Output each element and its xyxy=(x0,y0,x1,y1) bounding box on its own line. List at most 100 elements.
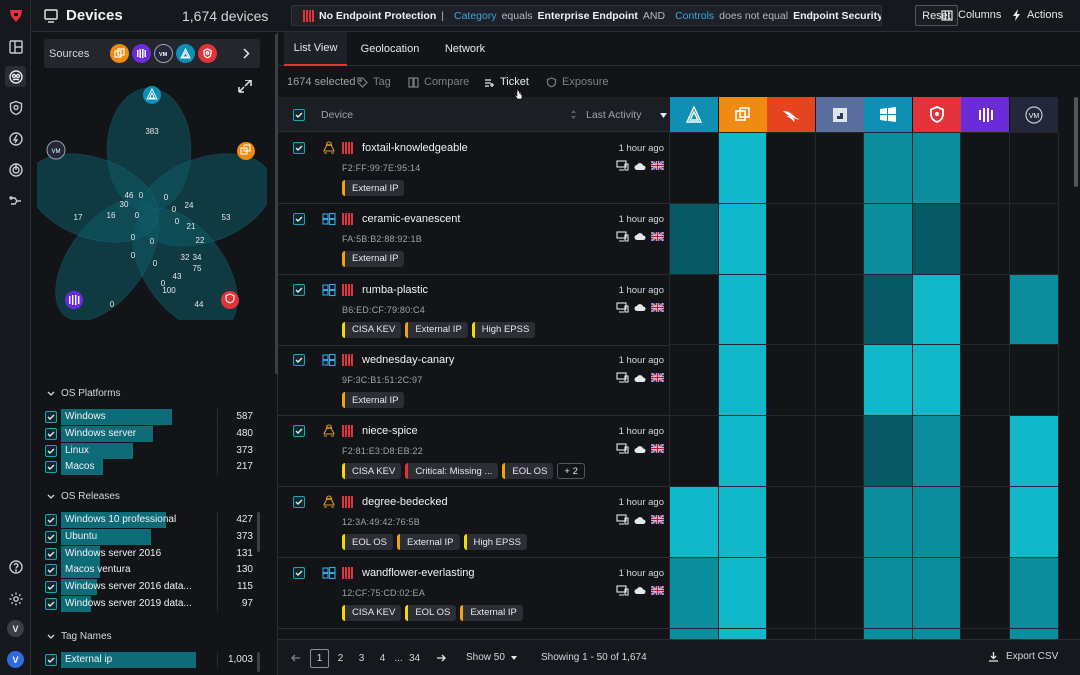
table-row[interactable]: ceramic-evanescent FA:5B:B2:88:92:1B 1 hou… xyxy=(278,204,670,275)
falcon-icon[interactable] xyxy=(767,97,815,132)
filter-row[interactable]: Linux 373 xyxy=(45,442,253,459)
compare-button[interactable]: Compare xyxy=(408,76,469,88)
device-name[interactable]: foxtail-knowledgeable xyxy=(362,142,468,154)
filter-checkbox[interactable] xyxy=(45,514,57,526)
page-button-4[interactable]: 4 xyxy=(379,653,386,664)
qualys-icon[interactable] xyxy=(961,97,1009,132)
coverage-cell[interactable] xyxy=(911,415,962,488)
device-name[interactable]: ceramic-evanescent xyxy=(362,212,461,225)
export-csv-button[interactable]: Export CSV xyxy=(988,651,1058,662)
sort-desc-icon[interactable] xyxy=(660,113,667,118)
filter-checkbox[interactable] xyxy=(45,427,57,440)
filter-checkbox[interactable] xyxy=(45,654,57,666)
device-name[interactable]: wednesday-canary xyxy=(362,354,455,367)
coverage-cell[interactable] xyxy=(766,556,816,629)
coverage-cell[interactable] xyxy=(960,486,1010,558)
filter-row[interactable]: Windows server 2019 data... 97 xyxy=(45,596,253,612)
section-os-platforms[interactable]: OS Platforms xyxy=(47,388,120,399)
coverage-cell[interactable] xyxy=(960,132,1010,204)
coverage-cell[interactable] xyxy=(911,132,962,204)
device-name[interactable]: niece-spice xyxy=(362,425,418,438)
exposure-button[interactable]: Exposure xyxy=(546,76,608,88)
coverage-cell[interactable] xyxy=(911,556,962,629)
coverage-cell[interactable] xyxy=(863,486,913,558)
tab-list-view[interactable]: List View xyxy=(284,32,347,66)
coverage-cell[interactable] xyxy=(863,415,913,488)
tab-network[interactable]: Network xyxy=(444,43,486,55)
filter-checkbox[interactable] xyxy=(45,581,57,594)
column-header-device[interactable]: Device xyxy=(321,109,354,121)
windows-icon[interactable] xyxy=(864,97,912,132)
filter-row[interactable]: Windows server 2016 131 xyxy=(45,545,253,562)
coverage-cell[interactable] xyxy=(960,556,1010,629)
arrow-right-icon[interactable] xyxy=(436,654,446,662)
panel-scrollbar[interactable] xyxy=(275,34,278,374)
table-row[interactable]: rumba-plastic B6:ED:CF:79:80:C4 1 hour ago… xyxy=(278,275,670,346)
coverage-cell[interactable] xyxy=(911,627,962,641)
table-row[interactable]: wednesday-canary 9F:3C:B1:51:2C:97 1 hour … xyxy=(278,345,670,417)
risk-tag[interactable]: External IP xyxy=(460,604,523,621)
coverage-cell[interactable] xyxy=(1008,202,1059,275)
risk-tag[interactable]: EOL OS xyxy=(502,463,554,480)
risk-tag[interactable]: Critical: Missing ... xyxy=(405,463,499,480)
filter-checkbox[interactable] xyxy=(45,444,57,457)
device-name[interactable]: rumba-plastic xyxy=(362,283,429,296)
coverage-cell[interactable] xyxy=(717,344,768,417)
avatar[interactable]: V xyxy=(7,651,24,668)
row-checkbox[interactable] xyxy=(293,142,305,154)
filter-row[interactable]: Windows 10 professional 427 xyxy=(45,512,253,528)
coverage-cell[interactable] xyxy=(669,132,719,204)
coverage-cell[interactable] xyxy=(1008,344,1059,417)
coverage-cell[interactable] xyxy=(960,415,1010,488)
coverage-cell[interactable] xyxy=(863,344,913,417)
coverage-cell[interactable] xyxy=(669,415,719,488)
filter-checkbox[interactable] xyxy=(45,598,57,610)
table-row[interactable]: niece-spice F2:81:E3:D8:EB:22 1 hour ago CI… xyxy=(278,416,670,488)
settings-icon[interactable] xyxy=(5,588,26,609)
coverage-cell[interactable] xyxy=(717,202,768,275)
table-scrollbar[interactable] xyxy=(1074,97,1078,187)
page-button-3[interactable]: 3 xyxy=(358,653,365,664)
risk-tag[interactable]: External IP xyxy=(342,250,405,267)
risk-tag[interactable]: High EPSS xyxy=(471,321,536,338)
coverage-cell[interactable] xyxy=(669,273,719,346)
columns-button[interactable]: Columns xyxy=(941,9,1001,21)
coverage-cell[interactable] xyxy=(1008,415,1059,488)
coverage-cell[interactable] xyxy=(1008,556,1059,629)
coverage-cell[interactable] xyxy=(669,556,719,629)
coverage-cell[interactable] xyxy=(669,486,719,558)
coverage-cell[interactable] xyxy=(911,486,962,558)
arrow-left-icon[interactable] xyxy=(291,654,301,662)
coverage-cell[interactable] xyxy=(911,344,962,417)
coverage-cell[interactable] xyxy=(814,486,865,558)
coverage-cell[interactable] xyxy=(814,556,865,629)
filter-row[interactable]: Windows server 2016 data... 115 xyxy=(45,579,253,596)
chevron-right-icon[interactable] xyxy=(243,48,250,59)
coverage-cell[interactable] xyxy=(814,627,865,641)
device-name[interactable]: wandflower-everlasting xyxy=(362,566,475,579)
risk-tag[interactable]: External IP xyxy=(342,392,405,409)
risk-tag[interactable]: EOL OS xyxy=(342,534,394,550)
section-os-releases[interactable]: OS Releases xyxy=(47,491,120,502)
section-tag-names[interactable]: Tag Names xyxy=(47,631,112,642)
risk-tag[interactable]: EOL OS xyxy=(405,604,457,621)
filter-row[interactable]: Macos ventura 130 xyxy=(45,562,253,579)
select-all-checkbox[interactable] xyxy=(293,109,305,121)
risk-tag[interactable]: CISA KEV xyxy=(342,321,402,338)
azure-icon[interactable] xyxy=(670,97,718,132)
filter-checkbox[interactable] xyxy=(45,564,57,577)
tenable-icon[interactable] xyxy=(912,97,961,132)
coverage-cell[interactable] xyxy=(814,415,865,488)
venn-diagram[interactable]: 383 46 30 16 17 53 24 21 22 32 34 75 43 … xyxy=(37,80,267,320)
column-header-last-activity[interactable]: Last Activity xyxy=(586,109,642,121)
filter-checkbox[interactable] xyxy=(45,461,57,474)
vmware-icon[interactable]: VM xyxy=(1009,97,1058,132)
coverage-cell[interactable] xyxy=(960,202,1010,275)
integrations-icon[interactable] xyxy=(5,190,26,211)
coverage-cell[interactable] xyxy=(1008,627,1059,641)
dashboard-icon[interactable] xyxy=(5,36,26,57)
list-scrollbar[interactable] xyxy=(257,652,260,672)
coverage-cell[interactable] xyxy=(717,273,768,346)
tab-geolocation[interactable]: Geolocation xyxy=(360,43,420,55)
coverage-cell[interactable] xyxy=(669,344,719,417)
